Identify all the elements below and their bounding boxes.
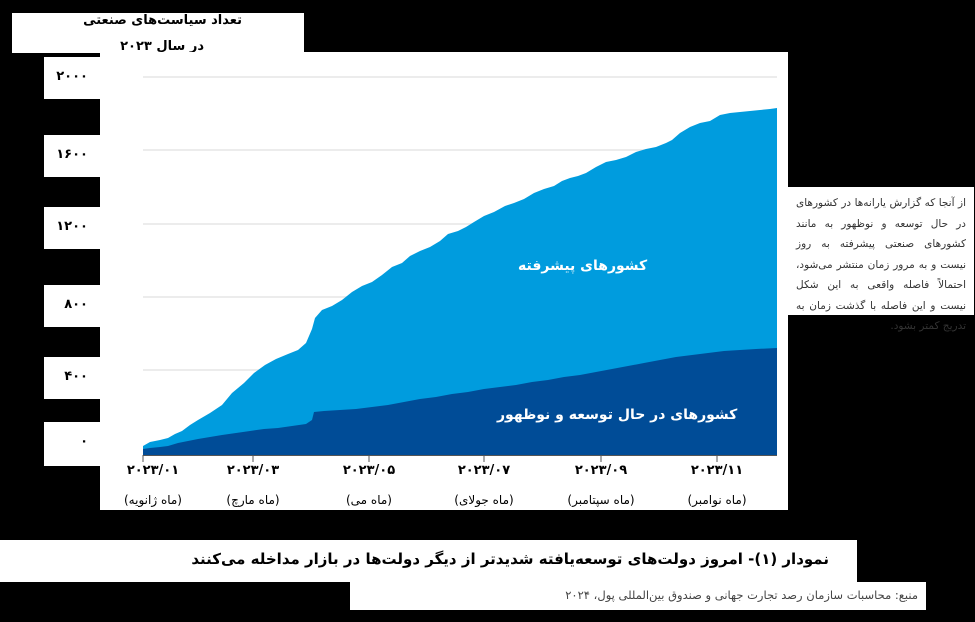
chart-title-box: تعداد سیاست‌های صنعتی در سال ۲۰۲۳ — [12, 13, 304, 54]
y-tick-label: ۰ — [80, 434, 88, 449]
x-tick-2023-07: ۲۰۲۳/۰۷ — [457, 463, 511, 478]
x-tick-sub-may: (ماه می) — [346, 493, 392, 507]
label-developing: کشورهای در حال توسعه و نوظهور — [497, 407, 738, 423]
y-tick-800: ۸۰۰ — [44, 285, 100, 327]
y-tick-1600: ۱۶۰۰ — [44, 135, 100, 177]
y-tick-label: ۱۶۰۰ — [56, 147, 88, 162]
x-tick-2023-03: ۲۰۲۳/۰۳ — [226, 463, 280, 478]
x-tick-sub-sep: (ماه سپتامبر) — [567, 493, 635, 507]
y-tick-400: ۴۰۰ — [44, 357, 100, 399]
y-tick-label: ۱۲۰۰ — [56, 219, 88, 234]
x-tick-2023-05: ۲۰۲۳/۰۵ — [342, 463, 396, 478]
annotation-note: از آنجا که گزارش یارانه‌ها در کشورهای در… — [788, 187, 974, 332]
figure-caption: نمودار (۱)- امروز دولت‌های توسعه‌یافته ش… — [0, 540, 857, 582]
source-text: منبع: محاسبات سازمان رصد تجارت جهانی و ص… — [565, 588, 918, 602]
x-axis — [142, 455, 777, 462]
x-tick-sub-jan: (ماه ژانویه) — [124, 493, 182, 507]
label-advanced: کشورهای پیشرفته — [518, 258, 648, 274]
y-tick-label: ۸۰۰ — [64, 297, 88, 312]
chart-title-line2: در سال ۲۰۲۳ — [120, 39, 204, 54]
y-tick-2000: ۲۰۰۰ — [44, 57, 100, 99]
annotation-text: از آنجا که گزارش یارانه‌ها در کشورهای در… — [796, 197, 966, 332]
y-tick-label: ۲۰۰۰ — [56, 69, 88, 84]
chart-title-line1: تعداد سیاست‌های صنعتی — [83, 13, 242, 28]
y-tick-1200: ۱۲۰۰ — [44, 207, 100, 249]
y-tick-label: ۴۰۰ — [64, 369, 88, 384]
y-tick-0: ۰ — [44, 422, 100, 466]
x-tick-sub-nov: (ماه نوامبر) — [687, 493, 747, 507]
caption-text: نمودار (۱)- امروز دولت‌های توسعه‌یافته ش… — [191, 550, 829, 568]
x-tick-sub-jul: (ماه جولای) — [454, 493, 514, 507]
x-tick-2023-11: ۲۰۲۳/۱۱ — [690, 463, 744, 478]
x-tick-2023-01: ۲۰۲۳/۰۱ — [126, 463, 180, 478]
figure-source: منبع: محاسبات سازمان رصد تجارت جهانی و ص… — [350, 582, 926, 610]
x-tick-2023-09: ۲۰۲۳/۰۹ — [574, 463, 628, 478]
x-tick-sub-mar: (ماه مارچ) — [226, 493, 280, 507]
area-developing — [143, 348, 777, 455]
